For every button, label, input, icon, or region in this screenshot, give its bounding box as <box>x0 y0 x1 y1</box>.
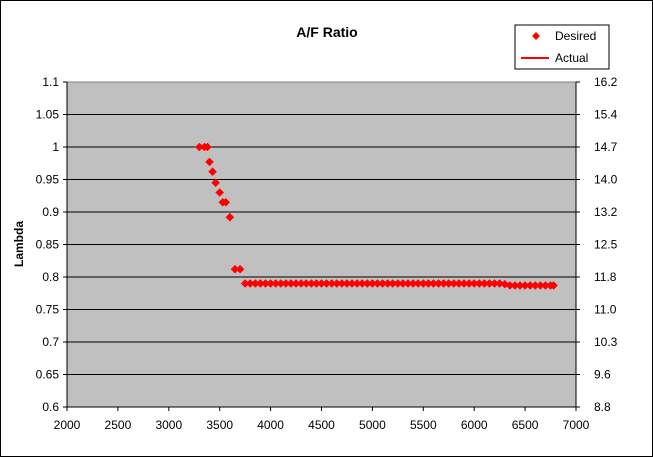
data-point-desired <box>495 279 505 288</box>
y2-tick-label: 16.2 <box>594 75 618 89</box>
x-tick-label: 7000 <box>563 418 590 432</box>
x-tick-label: 2500 <box>105 418 132 432</box>
x-tick-label: 4000 <box>257 418 284 432</box>
x-tick-label: 4500 <box>308 418 335 432</box>
y2-tick-label: 9.6 <box>594 368 611 382</box>
x-tick-label: 6500 <box>512 418 539 432</box>
y-tick-label: 1 <box>52 140 59 154</box>
y-axis-label: Lambda <box>12 221 26 267</box>
y-tick-label: 0.75 <box>36 303 60 317</box>
legend-marker-desired <box>532 32 540 40</box>
data-point-desired <box>225 212 235 222</box>
legend-label-desired: Desired <box>555 29 596 43</box>
y-tick-label: 0.95 <box>36 173 60 187</box>
legend-label-actual: Actual <box>555 51 588 65</box>
x-tick-label: 3500 <box>206 418 233 432</box>
y2-tick-label: 15.4 <box>594 108 618 122</box>
chart-title: A/F Ratio <box>296 24 357 40</box>
legend-box <box>514 24 610 70</box>
data-point-desired <box>235 264 245 274</box>
y-tick-label: 0.6 <box>42 400 59 414</box>
y2-tick-label: 8.8 <box>594 400 611 414</box>
data-point-desired <box>203 142 212 152</box>
y-tick-label: 0.65 <box>36 368 60 382</box>
y-tick-label: 1.05 <box>36 108 60 122</box>
data-point-desired <box>205 157 214 167</box>
y2-tick-label: 13.2 <box>594 205 618 219</box>
data-point-desired <box>208 167 217 177</box>
x-tick-label: 5500 <box>410 418 437 432</box>
data-point-desired <box>221 197 231 207</box>
y2-tick-label: 11.8 <box>594 270 617 284</box>
y2-tick-label: 10.3 <box>594 335 618 349</box>
x-tick-label: 3000 <box>155 418 182 432</box>
legend: Desired Actual <box>514 24 610 70</box>
y-tick-label: 0.7 <box>42 335 59 349</box>
y-tick-label: 1.1 <box>42 75 59 89</box>
y2-tick-label: 14.7 <box>594 140 618 154</box>
data-point-desired <box>215 188 225 197</box>
y2-tick-label: 12.5 <box>594 238 618 252</box>
y-tick-label: 0.9 <box>42 205 59 219</box>
x-tick-label: 6000 <box>461 418 488 432</box>
x-tick-label: 2000 <box>54 418 81 432</box>
y-tick-label: 0.8 <box>42 270 59 284</box>
x-tick-label: 5000 <box>359 418 386 432</box>
data-point-desired <box>549 281 558 290</box>
y-tick-label: 0.85 <box>36 238 60 252</box>
data-point-desired <box>211 178 220 188</box>
y2-tick-label: 14.0 <box>594 173 618 187</box>
y2-tick-label: 11.0 <box>594 303 617 317</box>
